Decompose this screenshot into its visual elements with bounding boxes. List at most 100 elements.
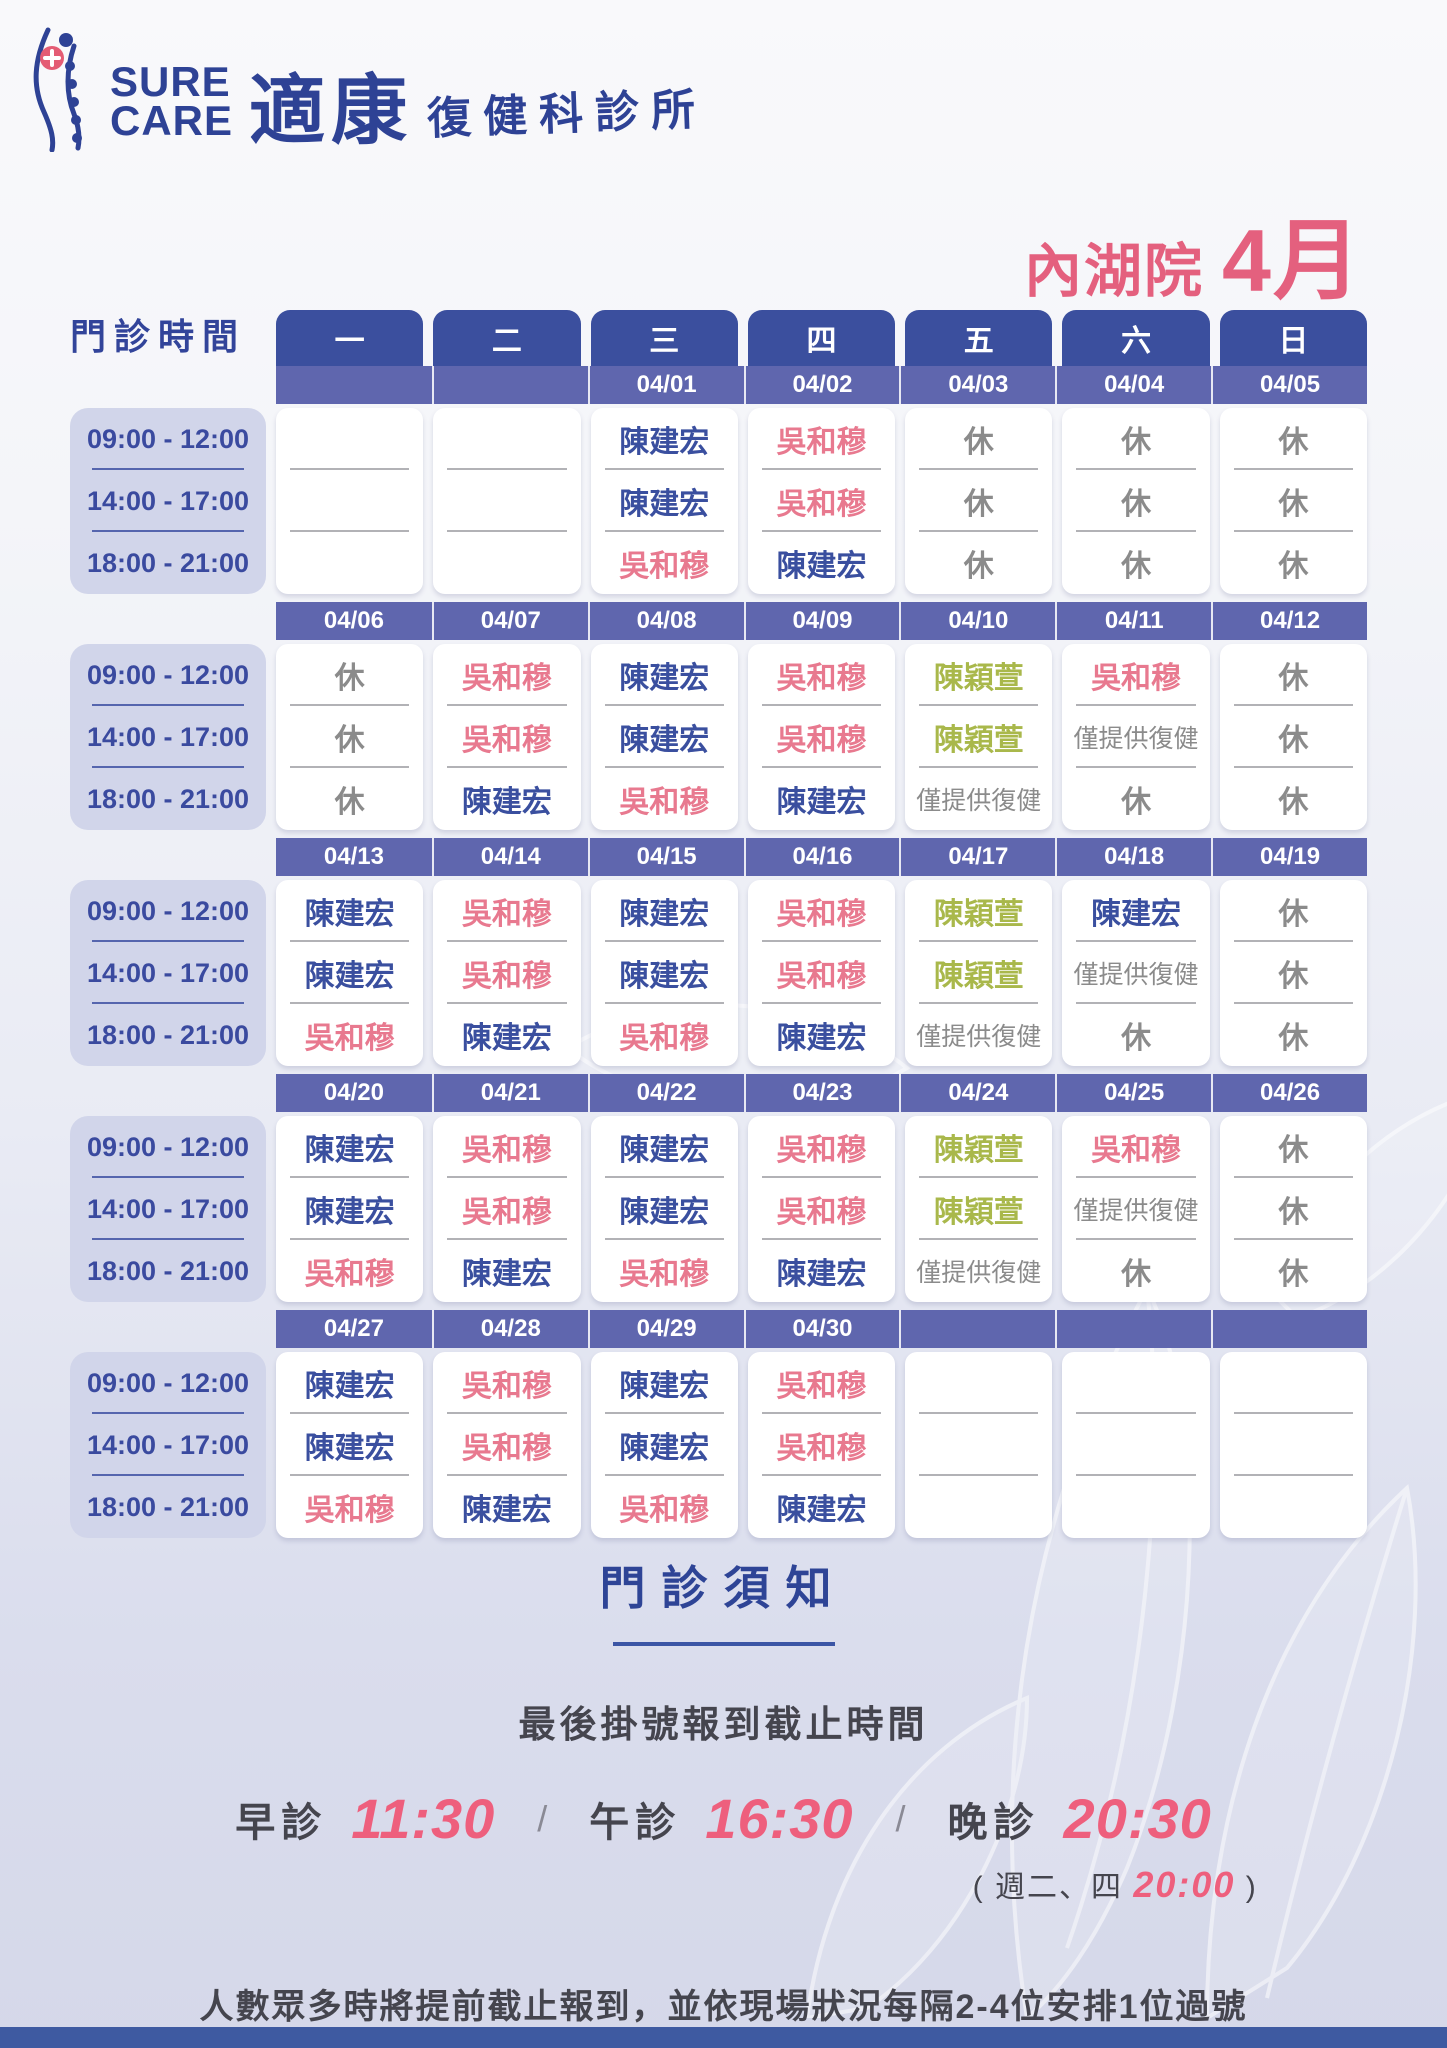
time-slot-labels: 09:00 - 12:00 14:00 - 17:00 18:00 - 21:00	[70, 880, 266, 1066]
schedule-cell: 陳建宏	[461, 786, 552, 819]
time-slot-label: 09:00 - 12:00	[70, 1352, 266, 1414]
brand-name-cn-suffix: 復健科診所	[426, 85, 708, 144]
schedule-cell: 休	[276, 644, 423, 706]
date-cell: 04/21	[431, 1074, 588, 1112]
page-title: 內湖院 4月	[1024, 190, 1363, 317]
schedule-cell: 陳建宏	[591, 470, 738, 532]
deadline-title: 最後掛號報到截止時間	[518, 1704, 929, 1745]
schedule-cell: 吳和穆	[433, 1178, 580, 1240]
schedule-cell: 吳和穆	[619, 1258, 710, 1291]
schedule-cell: 陳建宏	[461, 1494, 552, 1527]
day-column: 陳穎萱 陳穎萱 僅提供復健	[905, 880, 1053, 1066]
exception-days: 週二、四	[995, 1871, 1124, 1904]
schedule-cell: 陳建宏	[591, 1414, 738, 1476]
day-column: 休休休	[1219, 1116, 1367, 1302]
date-cell: 04/07	[431, 602, 588, 640]
date-band: 04/27 04/28 04/29 04/30	[276, 1310, 1367, 1348]
date-cell	[1211, 1310, 1367, 1348]
day-column: 陳建宏 陳建宏 吳和穆	[276, 880, 424, 1066]
branch-name: 內湖院	[1024, 239, 1205, 304]
schedule-cell: 陳建宏	[591, 706, 738, 768]
brand-sure: SURE	[110, 57, 231, 105]
time-slot-label: 09:00 - 12:00	[70, 408, 266, 470]
schedule-cell: 休	[1220, 408, 1367, 470]
date-cell: 04/23	[743, 1074, 900, 1112]
schedule-cell: 吳和穆	[433, 644, 580, 706]
notice-title-underline	[612, 1642, 835, 1646]
date-cell: 04/04	[1055, 366, 1211, 404]
date-cell: 04/03	[899, 366, 1055, 404]
session-time: 20:30	[1063, 1787, 1212, 1850]
schedule-cell: 吳和穆	[1062, 644, 1209, 706]
schedule-cell: 吳和穆	[619, 550, 710, 583]
schedule-cell: 吳和穆	[433, 880, 580, 942]
day-column	[1219, 1352, 1367, 1538]
schedule-cell: 陳穎萱	[905, 1116, 1052, 1178]
day-header-一: 一	[276, 310, 424, 366]
day-column: 吳和穆 吳和穆 陳建宏	[747, 1352, 896, 1538]
date-cell: 04/06	[323, 607, 384, 634]
paren-open: (	[972, 1871, 985, 1904]
day-header-五: 五	[905, 310, 1053, 366]
schedule-cell	[1220, 1414, 1367, 1476]
schedule-cell: 僅提供復健	[1062, 1178, 1209, 1240]
schedule-cell	[1062, 1414, 1209, 1476]
schedule-cell	[433, 532, 580, 594]
day-column: 陳建宏 陳建宏 吳和穆	[590, 408, 738, 594]
time-slot-label: 09:00 - 12:00	[70, 1116, 266, 1178]
day-column: 休休休	[905, 408, 1053, 594]
schedule-cell: 吳和穆	[619, 1022, 710, 1055]
time-slot-label: 14:00 - 17:00	[70, 706, 266, 768]
day-header-二: 二	[433, 310, 581, 366]
schedule-cell: 陳建宏	[591, 1178, 738, 1240]
schedule-cell: 陳建宏	[776, 550, 867, 583]
schedule-cell: 吳和穆	[433, 1352, 580, 1414]
schedule-cell	[433, 408, 580, 470]
schedule-label: 門診時間	[70, 316, 247, 357]
schedule-cell: 僅提供復健	[916, 1023, 1042, 1051]
date-cell: 04/20	[323, 1079, 384, 1106]
time-slot-labels: 09:00 - 12:00 14:00 - 17:00 18:00 - 21:00	[70, 1116, 266, 1302]
schedule-cell: 陳建宏	[461, 1022, 552, 1055]
schedule-cell: 陳建宏	[591, 1352, 738, 1414]
schedule-cell: 吳和穆	[304, 1022, 395, 1055]
date-cell: 04/05	[1211, 366, 1367, 404]
week-body: 09:00 - 12:00 14:00 - 17:00 18:00 - 21:00 陳…	[70, 1352, 1367, 1538]
schedule-cell: 吳和穆	[304, 1494, 395, 1527]
date-cell: 04/24	[899, 1074, 1055, 1112]
schedule-cell	[905, 1352, 1052, 1414]
time-slot-label: 14:00 - 17:00	[70, 1414, 266, 1476]
date-cell	[431, 366, 588, 404]
schedule-cell: 吳和穆	[748, 706, 895, 768]
schedule-cell: 吳和穆	[619, 1494, 710, 1527]
week-body: 09:00 - 12:00 14:00 - 17:00 18:00 - 21:00 陳…	[70, 880, 1367, 1066]
schedule-cell: 吳和穆	[748, 1352, 895, 1414]
schedule-cell	[1062, 1476, 1209, 1538]
schedule-cell: 陳穎萱	[905, 942, 1052, 1004]
date-cell: 04/10	[899, 602, 1055, 640]
date-cell: 04/11	[1055, 602, 1211, 640]
day-column: 吳和穆 吳和穆 陳建宏	[433, 880, 581, 1066]
date-cell: 04/26	[1211, 1074, 1367, 1112]
surecare-logo: SURE CARE 適康 復健科診所	[30, 26, 708, 152]
schedule-cell: 休	[1278, 786, 1309, 819]
schedule-cell: 陳建宏	[591, 942, 738, 1004]
day-column: 吳和穆 僅提供復健休	[1062, 644, 1210, 830]
schedule-cell: 吳和穆	[619, 786, 710, 819]
day-column: 休休休	[1062, 408, 1210, 594]
day-column: 吳和穆 吳和穆 陳建宏	[747, 1116, 896, 1302]
exception-time: 20:00	[1133, 1864, 1236, 1905]
day-column: 休休休	[1219, 408, 1367, 594]
day-column: 吳和穆 吳和穆 陳建宏	[747, 644, 896, 830]
session-afternoon: 午診 16:30	[589, 1786, 853, 1851]
footer-bar	[0, 2027, 1447, 2048]
date-cell: 04/18	[1055, 838, 1211, 876]
schedule-cell: 陳建宏	[776, 1022, 867, 1055]
day-column: 陳穎萱 陳穎萱 僅提供復健	[905, 1116, 1053, 1302]
schedule-table: 門診時間 一二三四五六日 04/01 04/02 04/03 04/04 04/05 09…	[70, 308, 1367, 1538]
schedule-cell: 吳和穆	[748, 1178, 895, 1240]
schedule-cell: 吳和穆	[748, 880, 895, 942]
table-head: 門診時間 一二三四五六日	[70, 308, 1367, 366]
schedule-cell: 吳和穆	[433, 942, 580, 1004]
day-header-三: 三	[590, 310, 738, 366]
